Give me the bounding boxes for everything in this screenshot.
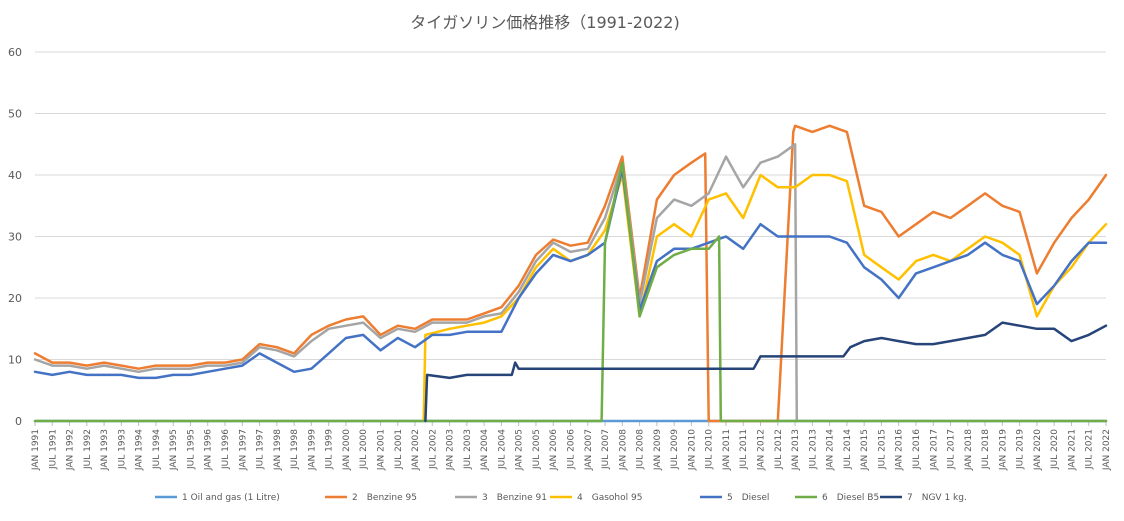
x-tick-label: JUL 2009 [670,429,680,470]
x-tick-label: JUL 2002 [428,429,438,470]
plot-series [33,124,1108,423]
x-tick-label: JAN 2001 [376,429,386,471]
x-tick-label: JAN 1997 [238,429,248,471]
y-tick-label: 60 [8,46,22,59]
x-tick-label: JUL 1999 [325,429,335,470]
gridlines [35,51,1106,422]
y-tick-label: 40 [8,169,22,182]
x-tick-label: JAN 2014 [826,429,836,471]
x-tick-label: JUL 1994 [152,429,162,470]
x-tick-label: JAN 2000 [342,429,352,471]
x-tick-label: JUL 2020 [1050,429,1060,470]
x-tick-label: JUL 1997 [256,429,266,470]
x-tick-label: JAN 2017 [929,429,939,471]
x-tick-label: JAN 2003 [446,429,456,471]
legend-label: 4 Gasohol 95 [577,493,642,503]
x-tick-label: JAN 2004 [480,429,490,471]
x-tick-label: JAN 2005 [515,429,525,471]
x-tick-label: JUL 2017 [947,429,957,470]
x-tick-label: JAN 2009 [653,429,663,471]
y-axis: 0 10 20 30 40 50 60 [8,46,22,428]
legend-label: 5 Diesel [727,493,769,503]
x-tick-label: JUL 2000 [359,429,369,470]
legend-label: 3 Benzine 91 [482,493,547,503]
series-line-5 [33,167,1108,380]
x-tick-label: JUL 2013 [808,429,818,470]
x-tick-label: JUL 2008 [636,429,646,470]
x-tick-label: JAN 2021 [1067,429,1077,471]
x-tick-label: JUL 1992 [83,429,93,470]
x-tick-label: JAN 2022 [1102,429,1112,471]
series-line-3 [33,143,799,423]
x-tick-label: JUL 2014 [843,429,853,470]
y-tick-label: 50 [8,108,22,121]
y-tick-label: 0 [15,415,22,428]
x-tick-label: JAN 1995 [169,429,179,471]
x-tick-label: JAN 1992 [66,429,76,471]
y-tick-label: 30 [8,231,22,244]
x-tick-label: JAN 2013 [791,429,801,471]
x-tick-label: JUL 1993 [117,429,127,470]
x-tick-label: JAN 1994 [135,429,145,471]
x-tick-label: JUL 2019 [1016,429,1026,470]
legend-label: 7 NGV 1 kg. [907,493,967,503]
x-tick-label: JAN 1998 [273,429,283,471]
x-tick-label: JUL 2003 [463,429,473,470]
x-tick-label: JAN 2006 [549,429,559,471]
x-tick-label: JUL 2006 [567,429,577,470]
x-tick-label: JAN 2019 [998,429,1008,471]
series-line-2 [33,124,1108,423]
x-tick-label: JUL 2021 [1085,429,1095,470]
x-tick-label: JUL 1996 [221,429,231,470]
x-tick-label: JUL 1998 [290,429,300,470]
x-tick-label: JAN 1991 [31,429,41,471]
x-tick-label: JAN 2008 [618,429,628,471]
x-tick-label: JUL 2016 [912,429,922,470]
x-tick-label: JUL 2001 [394,429,404,470]
series-line-7 [424,321,1108,423]
x-tick-label: JUL 2018 [981,429,991,470]
x-tick-label: JUL 1991 [48,429,58,470]
legend-label: 1 Oil and gas (1 Litre) [182,493,280,503]
x-tick-label: JAN 2015 [860,429,870,471]
x-tick-label: JUL 2012 [774,429,784,470]
series-line-4 [422,173,1108,423]
x-tick-label: JAN 2010 [687,429,697,471]
legend-label: 2 Benzine 95 [352,493,417,503]
x-tick-label: JUL 2005 [532,429,542,470]
legend-label: 6 Diesel B5 [822,493,879,503]
x-tick-label: JAN 2018 [964,429,974,471]
x-tick-label: JUL 2007 [601,429,611,470]
x-tick-label: JAN 2020 [1033,429,1043,471]
x-tick-label: JAN 2007 [584,429,594,471]
x-tick-label: JUL 2004 [497,429,507,470]
x-tick-label: JAN 2002 [411,429,421,471]
x-axis: JAN 1991 JUL 1991 JAN 1992 JUL 1992 JAN 1993… [31,420,1112,471]
x-tick-label: JUL 2015 [877,429,887,470]
y-tick-label: 20 [8,292,22,305]
x-tick-label: JUL 1995 [186,429,196,470]
chart-title: タイガソリン価格推移（1991-2022) [410,13,679,32]
x-tick-label: JAN 1999 [307,429,317,471]
series-line-6 [33,161,1108,423]
x-tick-label: JAN 2016 [895,429,905,471]
x-tick-label: JAN 2012 [757,429,767,471]
x-tick-label: JAN 1993 [100,429,110,471]
x-tick-label: JAN 1996 [204,429,214,471]
x-tick-label: JUL 2011 [739,429,749,470]
legend: 1 Oil and gas (1 Litre) 2 Benzine 95 3 Ben… [155,493,967,503]
x-tick-label: JAN 2011 [722,429,732,471]
x-tick-label: JUL 2010 [705,429,715,470]
y-tick-label: 10 [8,354,22,367]
